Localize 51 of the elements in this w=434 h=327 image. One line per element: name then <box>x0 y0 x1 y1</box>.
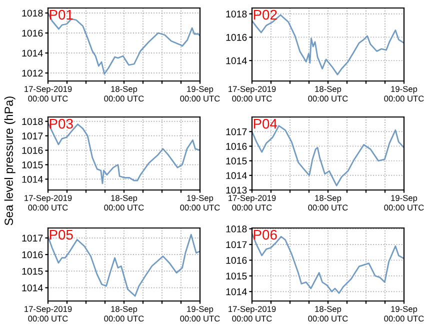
y-tick-label: 1015 <box>226 272 247 280</box>
y-tick-label: 1013 <box>226 186 247 194</box>
y-axis-title: Sea level pressure (hPa) <box>4 96 16 226</box>
x-tick-label: 19-Sep 00:00 UTC <box>384 306 424 322</box>
y-tick-label: 1017 <box>22 132 43 140</box>
x-tick-label: 19-Sep 00:00 UTC <box>384 195 424 211</box>
y-tick-label: 1016 <box>22 146 43 154</box>
y-tick-label: 1014 <box>226 57 247 64</box>
y-tick-label: 1014 <box>22 176 43 183</box>
x-tick-label: 18-Sep 00:00 UTC <box>308 195 348 211</box>
y-tick-label: 1017 <box>22 234 43 242</box>
y-tick-label: 1016 <box>226 34 247 41</box>
y-tick-label: 1016 <box>226 142 247 150</box>
x-tick-label: 17-Sep-2019 00:00 UTC <box>228 306 276 322</box>
y-tick-label: 1015 <box>22 268 43 275</box>
y-tick-label: 1018 <box>22 118 43 125</box>
y-tick-label: 1015 <box>22 161 43 168</box>
y-tick-label: 1015 <box>226 158 247 164</box>
chart-title: P04 <box>254 118 278 129</box>
x-tick-label: 17-Sep-2019 00:00 UTC <box>228 195 276 211</box>
chart-title: P02 <box>254 10 277 20</box>
chart-title: P03 <box>50 118 73 129</box>
chart-title: P06 <box>254 230 277 240</box>
x-tick-label: 18-Sep 00:00 UTC <box>104 86 144 102</box>
y-tick-label: 1014 <box>226 172 247 180</box>
y-tick-label: 1017 <box>226 241 247 248</box>
x-tick-label: 18-Sep 00:00 UTC <box>104 195 144 211</box>
y-tick-label: 1018 <box>22 10 43 17</box>
y-tick-label: 1018 <box>226 10 247 18</box>
y-tick-label: 1016 <box>22 251 43 258</box>
chart-title: P01 <box>50 10 73 20</box>
y-tick-label: 1014 <box>22 284 43 292</box>
x-tick-label: 18-Sep 00:00 UTC <box>104 306 144 322</box>
y-tick-label: 1018 <box>226 226 247 232</box>
x-tick-label: 19-Sep 00:00 UTC <box>180 86 220 102</box>
x-tick-label: 17-Sep-2019 00:00 UTC <box>24 195 72 211</box>
y-tick-label: 1017 <box>226 128 247 136</box>
y-tick-label: 1012 <box>22 70 43 77</box>
y-tick-label: 1014 <box>22 50 43 57</box>
chart-title: P05 <box>50 230 73 240</box>
x-tick-label: 17-Sep-2019 00:00 UTC <box>24 306 72 322</box>
x-tick-label: 19-Sep 00:00 UTC <box>180 195 220 211</box>
x-tick-label: 17-Sep-2019 00:00 UTC <box>24 86 72 102</box>
x-tick-label: 18-Sep 00:00 UTC <box>308 86 348 102</box>
x-tick-label: 18-Sep 00:00 UTC <box>308 306 348 322</box>
y-tick-label: 1016 <box>22 30 43 37</box>
x-tick-label: 19-Sep 00:00 UTC <box>180 306 220 322</box>
y-tick-label: 1016 <box>226 256 247 264</box>
y-tick-label: 1014 <box>226 288 247 296</box>
x-tick-label: 17-Sep-2019 00:00 UTC <box>228 86 276 102</box>
x-tick-label: 19-Sep 00:00 UTC <box>384 86 424 102</box>
